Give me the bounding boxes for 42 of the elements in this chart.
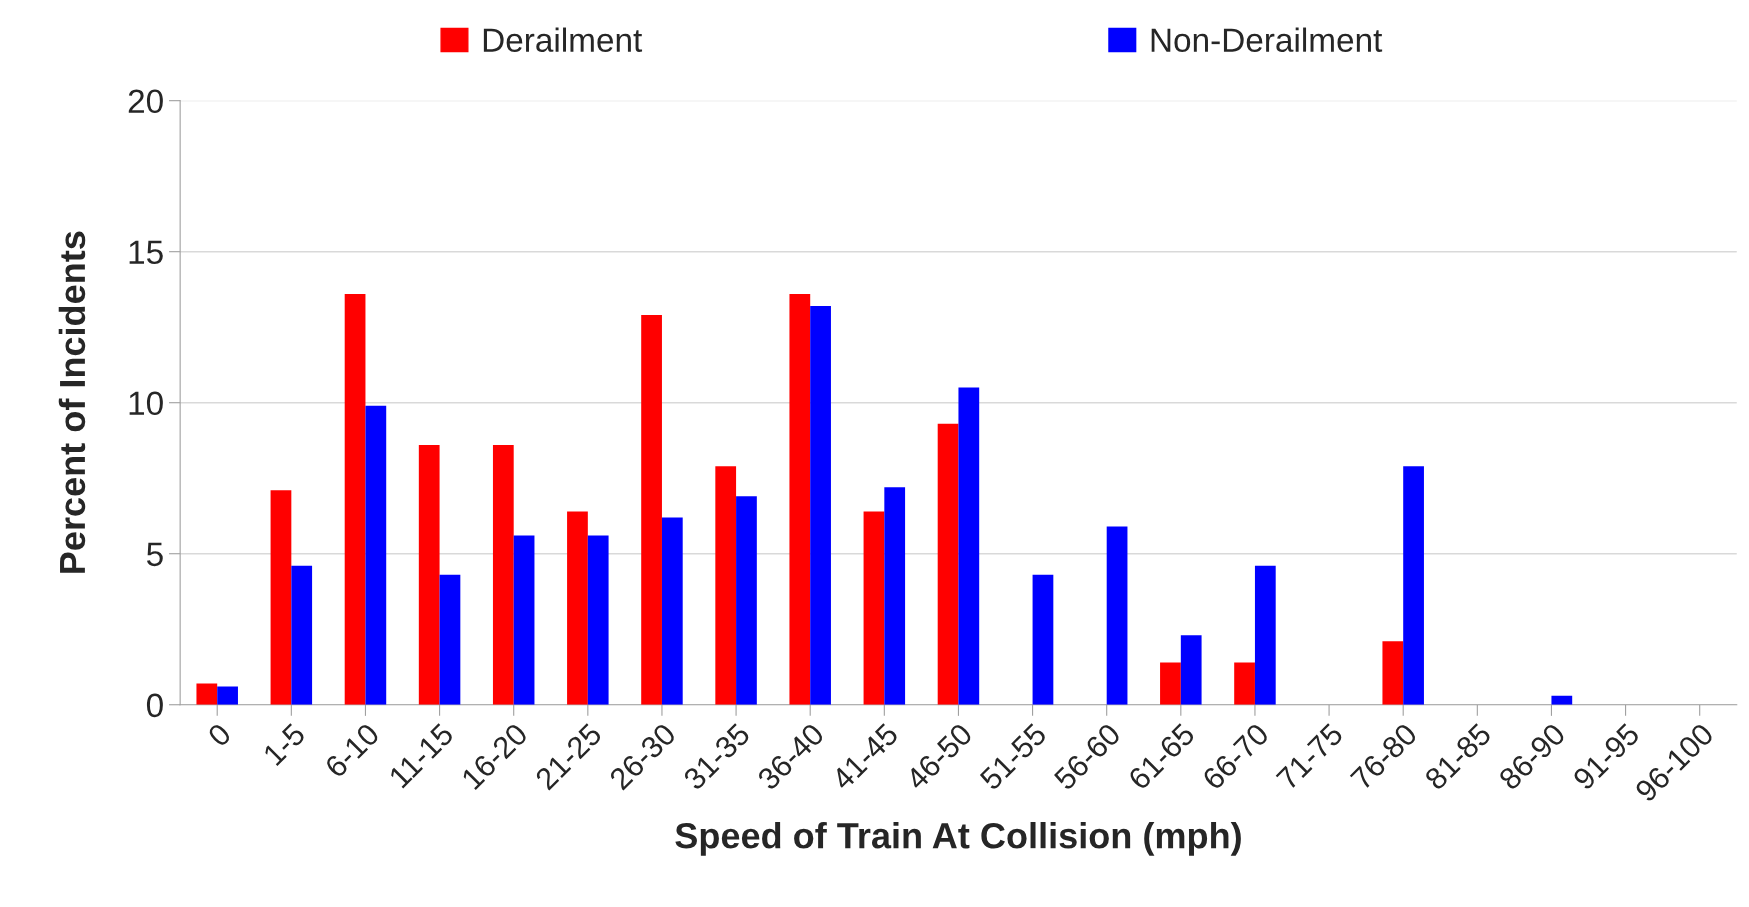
y-axis-title: Percent of Incidents — [58, 231, 86, 573]
bar — [439, 574, 461, 705]
bar — [196, 683, 218, 705]
x-tick-label: 0 — [206, 722, 233, 748]
bar — [1234, 662, 1255, 705]
bar — [567, 511, 588, 705]
bar — [863, 511, 885, 705]
bar — [1382, 641, 1404, 705]
bar — [1160, 662, 1181, 705]
y-tick-label: 0 — [146, 693, 163, 718]
bar — [958, 387, 980, 705]
x-axis-title: Speed of Train At Collision (mph) — [675, 822, 1241, 856]
bar — [1403, 466, 1424, 705]
bar — [1032, 574, 1054, 705]
x-tick-label: 1-5 — [262, 722, 307, 767]
bar — [418, 444, 440, 705]
legend-label: Derailment — [483, 27, 643, 53]
bar — [937, 423, 959, 705]
bar — [1180, 635, 1202, 705]
bar — [810, 306, 831, 705]
bar — [1106, 526, 1128, 705]
bar — [1254, 565, 1276, 705]
bar — [587, 535, 609, 705]
bar — [492, 444, 514, 705]
x-tick-label: 6-10 — [323, 722, 381, 779]
bar — [344, 293, 366, 705]
bar — [641, 315, 662, 705]
y-tick-label: 20 — [128, 89, 163, 114]
bar — [217, 686, 238, 705]
bar — [513, 535, 535, 705]
bar — [661, 517, 683, 705]
bar — [736, 496, 757, 705]
y-tick-label: 5 — [146, 542, 163, 567]
y-tick-label: 15 — [129, 240, 163, 265]
legend-label: Non-Derailment — [1151, 27, 1383, 53]
bar — [884, 487, 906, 705]
bar — [715, 466, 737, 705]
bar — [270, 490, 292, 705]
y-tick-label: 10 — [129, 391, 163, 416]
bar — [365, 405, 387, 705]
bar — [291, 565, 313, 705]
bar — [789, 293, 811, 705]
